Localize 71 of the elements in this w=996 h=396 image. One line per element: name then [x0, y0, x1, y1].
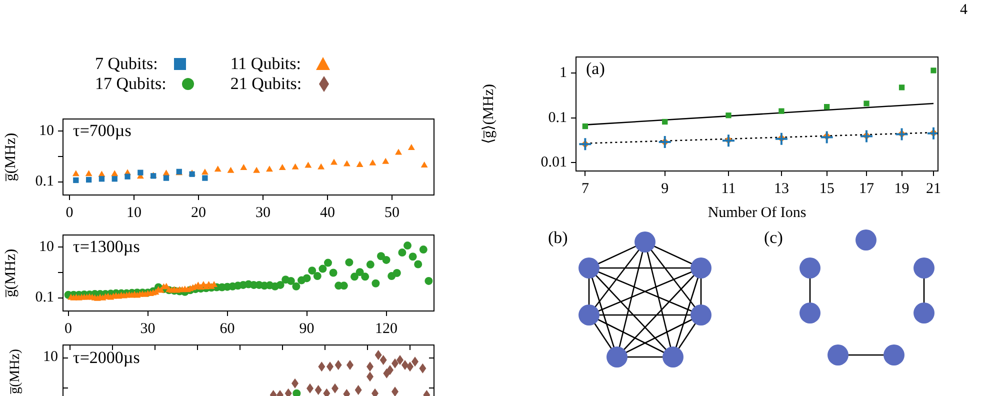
x-tick-label: 90: [299, 320, 314, 337]
x-tick-label: 10: [126, 204, 142, 221]
point: [369, 159, 376, 166]
annotation: τ=700µs: [73, 120, 132, 140]
x-tick-label: 11: [721, 180, 736, 197]
y-tick-label: 10: [39, 239, 54, 256]
point: [98, 176, 105, 182]
point: [266, 166, 273, 172]
y-tick-label: 0.1: [548, 110, 567, 126]
y-tick-label: 10: [39, 123, 54, 140]
point: [86, 176, 92, 183]
x-tick-label: 120: [375, 320, 398, 337]
point: [240, 164, 248, 170]
y-tick-label: 1: [560, 65, 567, 82]
point: [163, 175, 170, 181]
point: [356, 160, 364, 167]
point: [111, 170, 118, 176]
x-tick-label: 30: [256, 204, 271, 221]
y-tick-label: 0.1: [35, 174, 54, 190]
point: [253, 166, 260, 173]
y-tick-label: 0.1: [35, 290, 54, 306]
point: [292, 163, 299, 170]
x-axis-title: Number Of Ions: [708, 204, 806, 221]
text: 4: [960, 2, 968, 19]
y-axis-title: g̅(MHz): [2, 132, 19, 182]
point: [202, 175, 208, 181]
point: [201, 168, 208, 175]
x-tick-label: 7: [581, 180, 590, 197]
legend-label: 17 Qubits:: [95, 74, 166, 94]
x-tick-label: 30: [140, 320, 156, 337]
text: (c): [764, 228, 783, 248]
point: [318, 163, 325, 170]
text: (b): [548, 228, 568, 248]
y-axis-title: g̅(MHz): [2, 248, 19, 298]
text: τ=2000µs: [73, 348, 140, 368]
x-tick-label: 21: [926, 180, 942, 197]
point: [408, 144, 415, 150]
x-tick-label: 0: [66, 204, 74, 221]
point: [214, 166, 222, 172]
x-tick-label: 0: [64, 320, 72, 337]
point: [343, 160, 350, 166]
x-tick-label: 60: [220, 320, 235, 337]
point: [138, 170, 144, 176]
annotation: (a): [586, 58, 605, 78]
x-tick-label: 50: [384, 204, 400, 221]
legend-label: 11 Qubits:: [230, 54, 301, 74]
text: g̅(MHz): [8, 348, 24, 394]
point: [85, 170, 92, 176]
point: [382, 158, 390, 164]
point: [278, 164, 286, 170]
x-tick-label: 9: [661, 180, 669, 197]
point: [124, 174, 130, 180]
x-tick-label: 13: [774, 180, 789, 197]
y-tick-label: 0.01: [540, 154, 567, 171]
x-tick-label: 40: [320, 204, 336, 221]
annotation: τ=1300µs: [73, 236, 140, 256]
point: [112, 176, 118, 182]
y-axis-title: ⟨g̅⟩(MHz): [480, 84, 497, 144]
legend-label: 7 Qubits:: [95, 54, 158, 74]
x-tick-label: 20: [190, 204, 206, 221]
point: [73, 177, 79, 184]
point: [304, 162, 312, 168]
x-tick-label: 15: [819, 180, 834, 197]
point: [395, 148, 402, 155]
point: [227, 166, 234, 173]
x-tick-label: 19: [894, 180, 910, 197]
point: [330, 158, 338, 165]
point: [420, 161, 428, 168]
legend-label: 21 Qubits:: [230, 74, 302, 94]
x-tick-label: 17: [859, 180, 875, 197]
point: [72, 170, 80, 176]
